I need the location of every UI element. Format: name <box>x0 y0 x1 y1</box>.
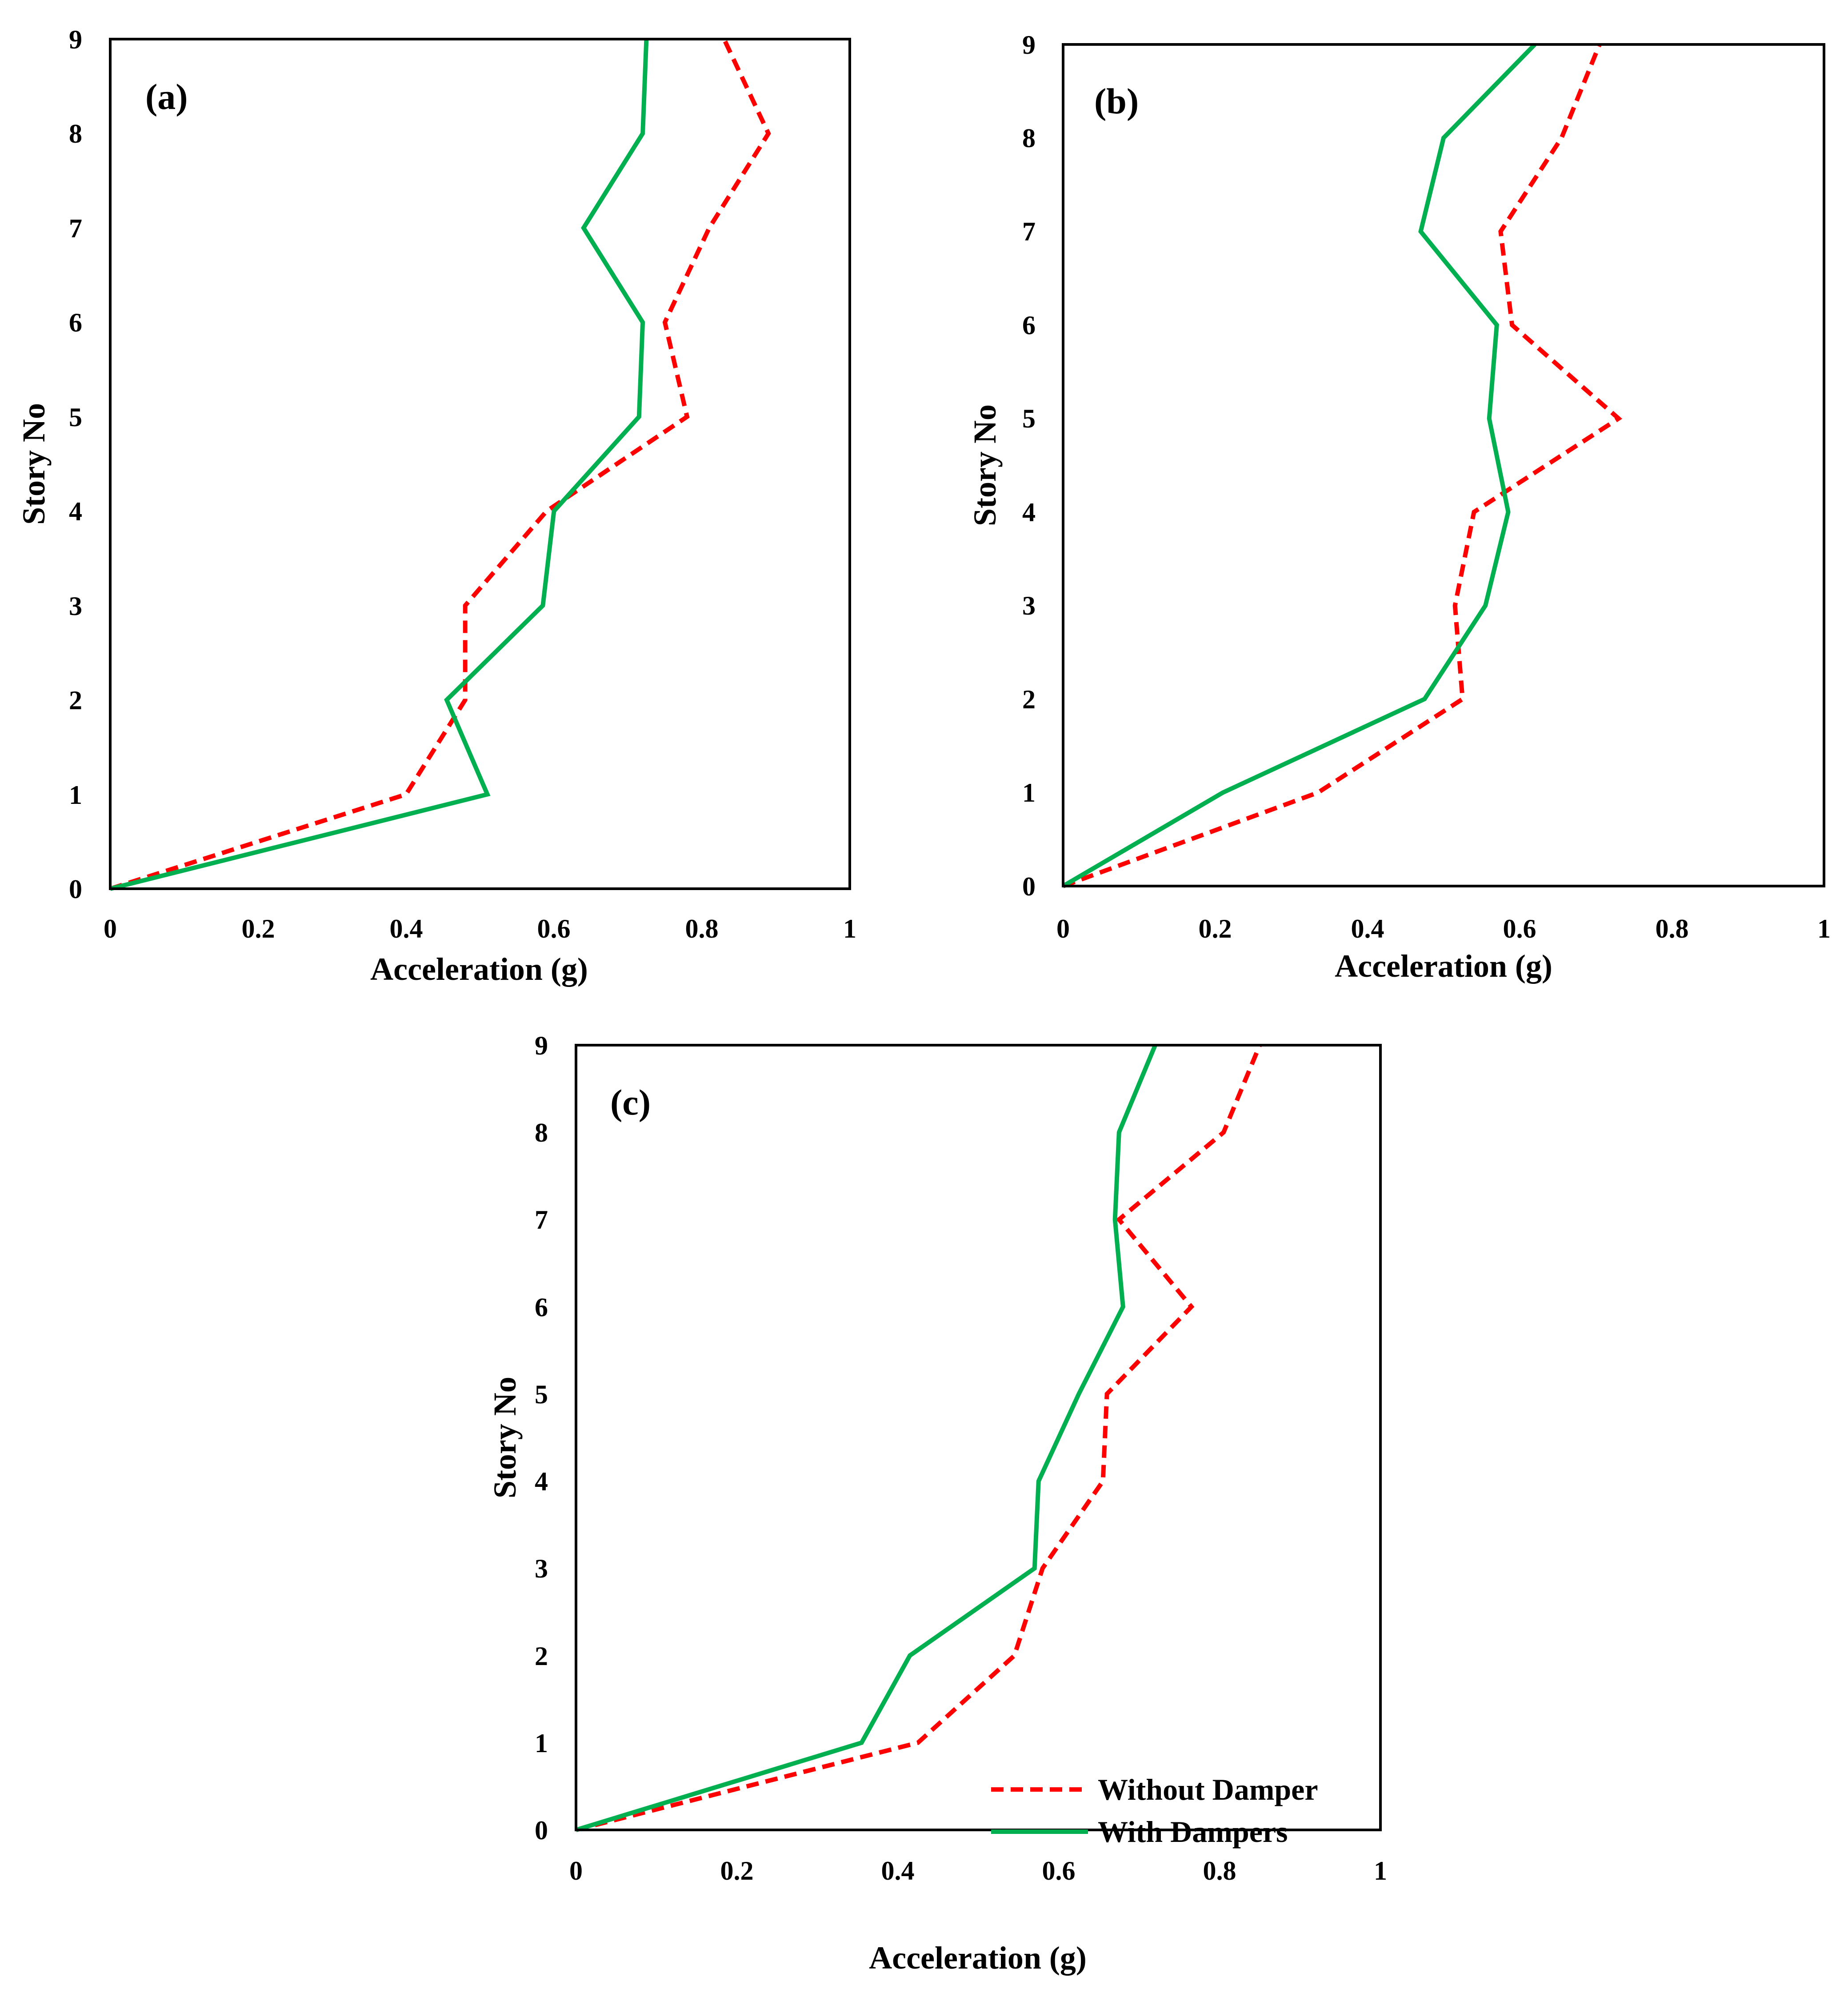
x-tick-label: 0.4 <box>390 914 423 943</box>
plot-area <box>109 38 771 891</box>
x-tick-label: 1 <box>1374 1856 1387 1885</box>
series-line-without-damper <box>109 38 771 891</box>
x-tick-label: 0.8 <box>1656 914 1689 943</box>
x-tick-label: 0.6 <box>1042 1856 1076 1885</box>
y-tick-label: 4 <box>69 497 82 526</box>
y-tick-label: 0 <box>69 875 82 904</box>
y-tick-labels: 0 1 2 3 4 5 6 7 8 9 <box>69 25 82 904</box>
y-tick-label: 6 <box>1022 311 1036 340</box>
x-tick-labels: 0 0.2 0.4 0.6 0.8 1 <box>569 1856 1387 1885</box>
panel-c: (c) 0 0.2 0.4 0.6 0.8 1 0 1 2 3 4 5 6 7 … <box>487 1031 1387 1976</box>
x-tick-label: 0.2 <box>1199 914 1232 943</box>
y-tick-label: 9 <box>535 1031 548 1060</box>
y-tick-label: 8 <box>1022 124 1036 153</box>
y-axis-title: Story No <box>967 404 1003 526</box>
y-tick-label: 8 <box>69 119 82 148</box>
y-tick-label: 3 <box>1022 591 1036 620</box>
panel-label: (a) <box>145 76 188 117</box>
panel-label: (c) <box>610 1082 651 1122</box>
y-tick-label: 2 <box>1022 685 1036 714</box>
x-tick-label: 0.4 <box>1351 914 1384 943</box>
x-tick-label: 1 <box>843 914 856 943</box>
x-tick-label: 0.6 <box>1503 914 1536 943</box>
plot-area <box>1062 43 1623 888</box>
x-tick-label: 1 <box>1817 914 1831 943</box>
y-tick-label: 0 <box>535 1816 548 1845</box>
y-tick-label: 6 <box>535 1293 548 1322</box>
x-tick-labels: 0 0.2 0.4 0.6 0.8 1 <box>104 914 856 943</box>
y-axis-title: Story No <box>487 1377 523 1498</box>
series-line-without-damper <box>1062 44 1623 888</box>
panel-a: (a) 0 0.2 0.4 0.6 0.8 1 0 1 2 3 4 5 6 7 … <box>16 25 856 987</box>
x-tick-label: 0.8 <box>1203 1856 1236 1885</box>
plot-frame <box>575 1044 1382 1831</box>
legend-label-with-dampers: With Dampers <box>1098 1815 1288 1849</box>
y-tick-label: 1 <box>535 1729 548 1758</box>
plot-frame <box>1062 43 1825 887</box>
y-axis-title: Story No <box>16 403 52 525</box>
y-tick-label: 2 <box>535 1642 548 1671</box>
y-tick-label: 5 <box>69 403 82 432</box>
y-tick-label: 4 <box>535 1467 548 1496</box>
y-tick-label: 8 <box>535 1118 548 1147</box>
plot-frame <box>109 38 851 890</box>
x-axis-title: Acceleration (g) <box>869 1940 1087 1976</box>
series-line-with-dampers <box>109 39 649 891</box>
x-tick-label: 0 <box>569 1856 583 1885</box>
legend-label-without-damper: Without Damper <box>1098 1773 1318 1806</box>
y-tick-label: 1 <box>1022 778 1036 807</box>
x-tick-label: 0.4 <box>881 1856 915 1885</box>
y-tick-label: 7 <box>535 1205 548 1234</box>
series-line-with-dampers <box>575 1044 1157 1832</box>
series-line-with-dampers <box>1062 43 1536 888</box>
x-axis-title: Acceleration (g) <box>1335 948 1552 984</box>
y-tick-label: 5 <box>1022 404 1036 433</box>
x-tick-label: 0.6 <box>537 914 571 943</box>
series-line-without-damper <box>575 1044 1262 1832</box>
plot-area <box>575 1044 1262 1832</box>
y-tick-label: 9 <box>1022 30 1036 60</box>
x-tick-label: 0.2 <box>720 1856 754 1885</box>
y-tick-labels: 0 1 2 3 4 5 6 7 8 9 <box>1022 30 1036 901</box>
y-tick-labels: 0 1 2 3 4 5 6 7 8 9 <box>535 1031 548 1845</box>
y-tick-label: 7 <box>1022 217 1036 246</box>
x-tick-label: 0 <box>1056 914 1070 943</box>
panel-label: (b) <box>1094 81 1139 121</box>
y-tick-label: 6 <box>69 308 82 337</box>
x-axis-title: Acceleration (g) <box>370 951 588 987</box>
y-tick-label: 3 <box>535 1554 548 1583</box>
y-tick-label: 4 <box>1022 498 1036 527</box>
y-tick-label: 9 <box>69 25 82 54</box>
y-tick-label: 2 <box>69 686 82 715</box>
x-tick-labels: 0 0.2 0.4 0.6 0.8 1 <box>1056 914 1831 943</box>
y-tick-label: 1 <box>69 780 82 810</box>
y-tick-label: 7 <box>69 214 82 243</box>
y-tick-label: 3 <box>69 591 82 621</box>
y-tick-label: 5 <box>535 1380 548 1409</box>
x-tick-label: 0.8 <box>685 914 719 943</box>
panel-b: (b) 0 0.2 0.4 0.6 0.8 1 0 1 2 3 4 5 6 7 … <box>967 30 1831 984</box>
x-tick-label: 0 <box>104 914 117 943</box>
y-tick-label: 0 <box>1022 872 1036 901</box>
legend: Without Damper With Dampers <box>991 1773 1318 1849</box>
x-tick-label: 0.2 <box>242 914 275 943</box>
